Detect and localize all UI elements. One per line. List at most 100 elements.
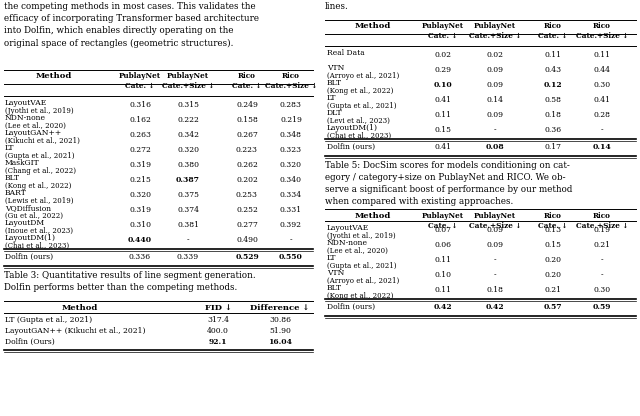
Text: 0.222: 0.222 (177, 116, 199, 124)
Text: Rico
Cate. ↓: Rico Cate. ↓ (232, 72, 262, 89)
Text: (Inoue et al., 2023): (Inoue et al., 2023) (5, 227, 73, 235)
Text: 0.340: 0.340 (280, 176, 302, 184)
Text: 0.162: 0.162 (129, 116, 151, 124)
Text: PublayNet
Cate.+Size ↓: PublayNet Cate.+Size ↓ (468, 22, 521, 40)
Text: 0.21: 0.21 (593, 241, 611, 249)
Text: Method: Method (62, 304, 98, 312)
Text: 0.223: 0.223 (236, 146, 258, 154)
Text: 0.310: 0.310 (129, 221, 151, 229)
Text: 317.4: 317.4 (207, 316, 229, 324)
Text: 0.19: 0.19 (593, 226, 611, 234)
Text: 0.08: 0.08 (486, 143, 504, 151)
Text: Rico
Cate.+Size ↓: Rico Cate.+Size ↓ (265, 72, 317, 89)
Text: -: - (493, 256, 496, 264)
Text: 0.18: 0.18 (486, 286, 504, 294)
Text: PublayNet
Cate.+Size ↓: PublayNet Cate.+Size ↓ (162, 72, 214, 89)
Text: 0.41: 0.41 (435, 96, 451, 104)
Text: 0.21: 0.21 (545, 286, 561, 294)
Text: 0.30: 0.30 (593, 81, 611, 89)
Text: 0.07: 0.07 (435, 226, 451, 234)
Text: 0.380: 0.380 (177, 161, 199, 169)
Text: 0.374: 0.374 (177, 206, 199, 214)
Text: Table 3: Quantitative results of line segment generation.
Dolfin performs better: Table 3: Quantitative results of line se… (4, 271, 255, 292)
Text: NDN-none: NDN-none (327, 239, 368, 247)
Text: LayoutDM(1): LayoutDM(1) (327, 124, 378, 132)
Text: 0.323: 0.323 (280, 146, 302, 154)
Text: 0.11: 0.11 (545, 51, 561, 59)
Text: PublayNet
Cate. ↓: PublayNet Cate. ↓ (422, 22, 464, 40)
Text: (Lee et al., 2020): (Lee et al., 2020) (5, 122, 66, 130)
Text: 0.17: 0.17 (545, 143, 561, 151)
Text: 0.11: 0.11 (435, 256, 451, 264)
Text: (Chai et al., 2023): (Chai et al., 2023) (5, 242, 69, 250)
Text: 0.215: 0.215 (129, 176, 151, 184)
Text: (Levi et al., 2023): (Levi et al., 2023) (327, 117, 390, 125)
Text: 0.320: 0.320 (280, 161, 302, 169)
Text: MaskGIT: MaskGIT (5, 159, 40, 167)
Text: 0.36: 0.36 (545, 126, 561, 134)
Text: 0.28: 0.28 (593, 111, 611, 119)
Text: -: - (493, 271, 496, 279)
Text: 0.342: 0.342 (177, 131, 199, 139)
Text: Difference ↓: Difference ↓ (250, 304, 310, 312)
Text: 0.11: 0.11 (593, 51, 611, 59)
Text: 0.320: 0.320 (129, 191, 151, 199)
Text: Table 5: DocSim scores for models conditioning on cat-
egory / category+size on : Table 5: DocSim scores for models condit… (325, 161, 572, 206)
Text: VQDiffusion: VQDiffusion (5, 204, 51, 212)
Text: Method: Method (36, 72, 72, 80)
Text: 0.02: 0.02 (435, 51, 451, 59)
Text: 0.348: 0.348 (280, 131, 302, 139)
Text: (Arroyo et al., 2021): (Arroyo et al., 2021) (327, 72, 399, 80)
Text: Real Data: Real Data (327, 49, 365, 57)
Text: (Kong et al., 2022): (Kong et al., 2022) (327, 87, 394, 95)
Text: (Kong et al., 2022): (Kong et al., 2022) (5, 182, 72, 190)
Text: 0.262: 0.262 (236, 161, 258, 169)
Text: 0.58: 0.58 (545, 96, 561, 104)
Text: (Gupta et al., 2021): (Gupta et al., 2021) (327, 262, 397, 270)
Text: 0.319: 0.319 (129, 161, 151, 169)
Text: LT: LT (327, 94, 337, 102)
Text: 0.529: 0.529 (235, 253, 259, 261)
Text: LT (Gupta et al., 2021): LT (Gupta et al., 2021) (5, 316, 92, 324)
Text: 0.30: 0.30 (593, 286, 611, 294)
Text: 0.09: 0.09 (486, 66, 504, 74)
Text: -: - (187, 236, 189, 244)
Text: 0.41: 0.41 (593, 96, 611, 104)
Text: the competing methods in most cases. This validates the
efficacy of incorporatin: the competing methods in most cases. Thi… (4, 2, 259, 47)
Text: 0.550: 0.550 (279, 253, 303, 261)
Text: 0.20: 0.20 (545, 256, 561, 264)
Text: 0.15: 0.15 (545, 241, 561, 249)
Text: 0.59: 0.59 (593, 303, 611, 311)
Text: 0.18: 0.18 (545, 111, 561, 119)
Text: Rico
Cate.+Size ↓: Rico Cate.+Size ↓ (576, 22, 628, 40)
Text: 0.158: 0.158 (236, 116, 258, 124)
Text: -: - (601, 271, 604, 279)
Text: VTN: VTN (327, 269, 344, 277)
Text: Dolfin (ours): Dolfin (ours) (327, 143, 375, 151)
Text: 0.57: 0.57 (544, 303, 563, 311)
Text: lines.: lines. (325, 2, 349, 11)
Text: 0.219: 0.219 (280, 116, 302, 124)
Text: LayoutGAN++: LayoutGAN++ (5, 129, 62, 137)
Text: (Jyothi et al., 2019): (Jyothi et al., 2019) (5, 107, 74, 115)
Text: 0.43: 0.43 (545, 66, 561, 74)
Text: Rico
Cate.+Size ↓: Rico Cate.+Size ↓ (576, 212, 628, 230)
Text: 92.1: 92.1 (209, 338, 227, 346)
Text: (Lewis et al., 2019): (Lewis et al., 2019) (5, 197, 74, 205)
Text: 0.02: 0.02 (486, 51, 504, 59)
Text: 0.09: 0.09 (486, 111, 504, 119)
Text: 0.283: 0.283 (280, 101, 302, 109)
Text: Rico
Cate. ↓: Rico Cate. ↓ (538, 22, 568, 40)
Text: (Gu et al., 2022): (Gu et al., 2022) (5, 212, 63, 220)
Text: 0.490: 0.490 (236, 236, 258, 244)
Text: 0.331: 0.331 (280, 206, 302, 214)
Text: 0.320: 0.320 (177, 146, 199, 154)
Text: 0.20: 0.20 (545, 271, 561, 279)
Text: LayoutDM(1): LayoutDM(1) (5, 234, 56, 242)
Text: Dolfin (ours): Dolfin (ours) (327, 303, 375, 311)
Text: (Gupta et al., 2021): (Gupta et al., 2021) (5, 152, 74, 160)
Text: BLT: BLT (5, 174, 20, 182)
Text: 0.315: 0.315 (177, 101, 199, 109)
Text: 0.09: 0.09 (486, 81, 504, 89)
Text: 0.42: 0.42 (434, 303, 452, 311)
